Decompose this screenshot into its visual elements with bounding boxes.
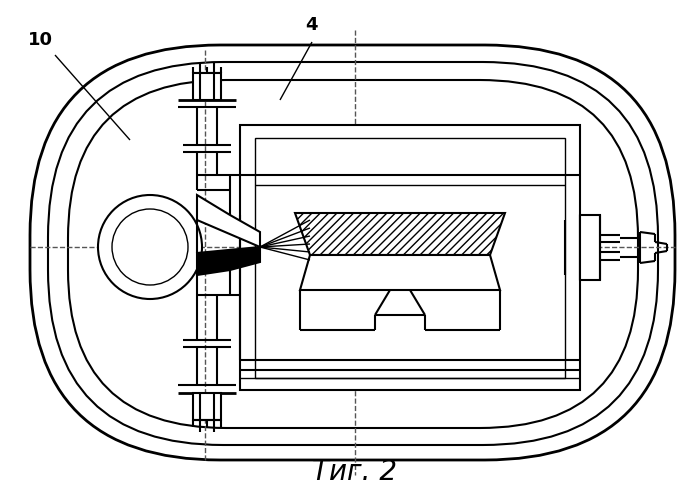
Text: 4: 4	[305, 16, 318, 34]
FancyBboxPatch shape	[30, 45, 675, 460]
Polygon shape	[295, 213, 505, 255]
Bar	[240, 125, 580, 390]
Polygon shape	[197, 195, 260, 247]
Circle shape	[112, 209, 188, 285]
Bar	[580, 215, 600, 280]
Text: Τиг. 2: Τиг. 2	[312, 458, 398, 486]
Polygon shape	[300, 255, 500, 290]
Bar	[193, 73, 221, 100]
Text: 10: 10	[28, 31, 53, 49]
Circle shape	[98, 195, 202, 299]
Bar	[255, 138, 565, 378]
Polygon shape	[197, 247, 260, 275]
Bar	[193, 393, 221, 420]
